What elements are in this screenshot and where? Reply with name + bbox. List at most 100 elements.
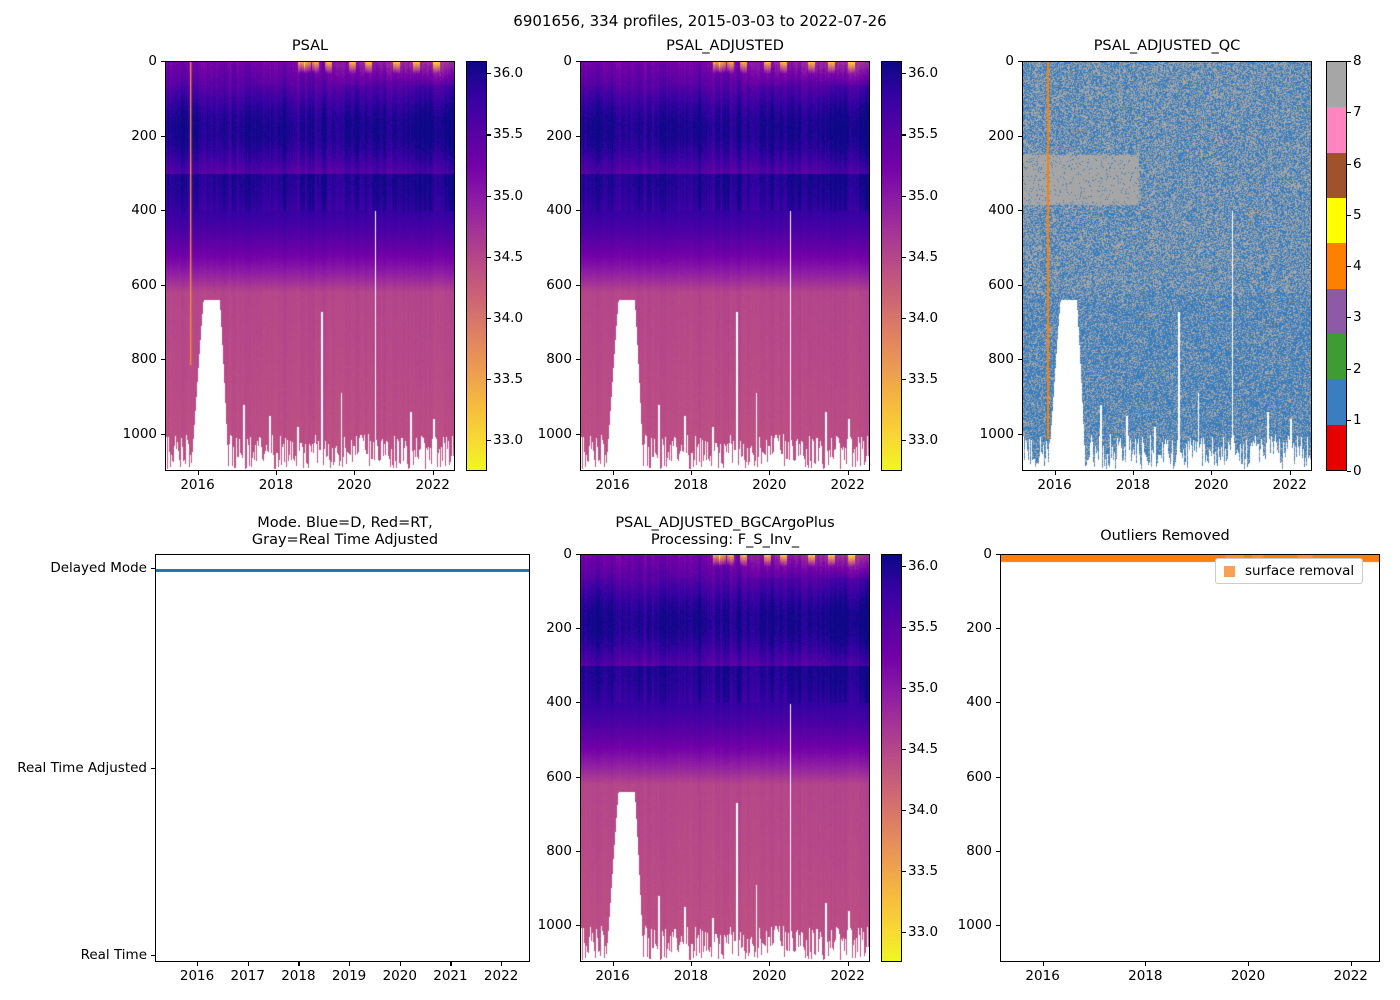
cbtick-label-bgc-35.5: 35.5: [908, 619, 939, 636]
panel-title-psal-adjusted-qc: PSAL_ADJUSTED_QC: [1093, 38, 1241, 54]
ytick-mark-psaladj-0: [575, 61, 580, 63]
panel-bgcargoplus[interactable]: [580, 554, 870, 962]
mode-ytick-label-0: Delayed Mode: [50, 560, 147, 576]
mode-ytick-mark-2: [150, 955, 155, 957]
qc-colorbar-segment-2: [1327, 334, 1346, 380]
panel-psal-adjusted-qc[interactable]: [1022, 61, 1312, 471]
ytick-mark-bgc-600: [575, 776, 580, 778]
cbtick-label-psal-34.5: 34.5: [493, 248, 524, 265]
colorbar-psal: [466, 61, 487, 471]
qc-cbtick-mark-8: [1347, 61, 1351, 63]
qc-cbtick-label-0: 0: [1353, 463, 1362, 479]
ytick-mark-qc-400: [1017, 210, 1022, 212]
xtick-label-bgc-2016: 2016: [595, 968, 630, 984]
xtick-label-psal-2022: 2022: [415, 477, 450, 493]
xtick-label-qc-2020: 2020: [1194, 477, 1229, 493]
delayed-mode-line: [156, 569, 529, 572]
cbtick-label-psaladj-33.0: 33.0: [908, 432, 939, 449]
cbtick-mark-psaladj-36.0: [902, 73, 906, 75]
mode-ytick-label-2: Real Time: [80, 947, 147, 963]
cbtick-mark-bgc-34.5: [902, 748, 906, 750]
xtick-mark-outliers-2018: [1145, 962, 1147, 966]
ytick-mark-psal-800: [160, 359, 165, 361]
ytick-label-outliers-200: 200: [966, 620, 992, 637]
cbtick-label-bgc-33.0: 33.0: [908, 923, 939, 940]
qc-cbtick-mark-5: [1347, 214, 1351, 216]
ytick-mark-qc-600: [1017, 284, 1022, 286]
qc-cbtick-mark-0: [1347, 471, 1351, 473]
ytick-label-bgc-400: 400: [546, 694, 572, 711]
ytick-label-psaladj-400: 400: [546, 202, 572, 219]
legend-label-surface-removal: surface removal: [1245, 563, 1355, 579]
ytick-mark-psaladj-600: [575, 284, 580, 286]
ytick-label-psaladj-1000: 1000: [537, 425, 572, 442]
cbtick-mark-psaladj-33.0: [902, 440, 906, 442]
ytick-mark-psaladj-800: [575, 359, 580, 361]
ytick-label-outliers-600: 600: [966, 768, 992, 785]
ytick-mark-outliers-800: [995, 850, 1000, 852]
qc-cbtick-label-6: 6: [1353, 155, 1362, 172]
xtick-mark-mode-2016: [197, 962, 199, 966]
ytick-label-psal-200: 200: [131, 127, 157, 144]
legend-outliers[interactable]: surface removal: [1215, 558, 1364, 584]
xtick-label-bgc-2018: 2018: [673, 968, 709, 984]
cbtick-mark-psaladj-35.0: [902, 195, 906, 197]
panel-mode[interactable]: [155, 554, 530, 962]
ytick-label-outliers-400: 400: [966, 694, 992, 711]
ytick-label-qc-800: 800: [988, 351, 1014, 368]
colorbar-bgcargoplus: [881, 554, 902, 962]
xtick-mark-psal-2018: [275, 471, 277, 475]
xtick-mark-psaladj-2020: [769, 471, 771, 475]
qc-colorbar-segment-5: [1327, 198, 1346, 244]
ytick-label-bgc-1000: 1000: [537, 916, 572, 933]
panel-title-psal-adjusted: PSAL_ADJUSTED: [666, 38, 784, 54]
ytick-label-qc-600: 600: [988, 276, 1014, 293]
cbtick-mark-bgc-33.5: [902, 870, 906, 872]
surface-removal-swatch: [1224, 565, 1235, 577]
cbtick-mark-psaladj-35.5: [902, 134, 906, 136]
xtick-mark-bgc-2020: [769, 962, 771, 966]
ytick-label-psal-600: 600: [131, 276, 157, 293]
cbtick-mark-psal-35.0: [487, 195, 491, 197]
ytick-label-psaladj-800: 800: [546, 351, 572, 368]
xtick-mark-mode-2020: [399, 962, 401, 966]
ytick-mark-psaladj-200: [575, 135, 580, 137]
qc-colorbar-segment-1: [1327, 379, 1346, 425]
cbtick-label-psal-35.0: 35.0: [493, 187, 524, 204]
xtick-mark-psaladj-2016: [612, 471, 614, 475]
xtick-label-psaladj-2022: 2022: [830, 477, 865, 493]
ytick-mark-qc-800: [1017, 359, 1022, 361]
ytick-label-qc-1000: 1000: [979, 425, 1014, 442]
cbtick-label-psaladj-34.5: 34.5: [908, 248, 939, 265]
cbtick-label-psal-36.0: 36.0: [493, 65, 524, 82]
panel-psal[interactable]: [165, 61, 455, 471]
ytick-mark-qc-0: [1017, 61, 1022, 63]
colorbar-psal-adjusted: [881, 61, 902, 471]
qc-cbtick-mark-6: [1347, 163, 1351, 165]
mode-ytick-mark-1: [150, 768, 155, 770]
ytick-mark-outliers-200: [995, 628, 1000, 630]
ytick-label-bgc-600: 600: [546, 768, 572, 785]
panel-psal-adjusted[interactable]: [580, 61, 870, 471]
cbtick-label-bgc-35.0: 35.0: [908, 679, 939, 696]
ytick-mark-psaladj-400: [575, 210, 580, 212]
xtick-label-outliers-2016: 2016: [1025, 968, 1060, 984]
qc-cbtick-label-4: 4: [1353, 258, 1362, 274]
cbtick-mark-psal-33.5: [487, 379, 491, 381]
cbtick-label-psal-34.0: 34.0: [493, 310, 524, 326]
ytick-mark-outliers-1000: [995, 924, 1000, 926]
xtick-label-psaladj-2016: 2016: [595, 477, 630, 493]
ytick-mark-bgc-400: [575, 702, 580, 704]
ytick-mark-psal-1000: [160, 433, 165, 435]
cbtick-mark-bgc-33.0: [902, 931, 906, 933]
qc-colorbar-segment-8: [1327, 62, 1346, 108]
ytick-mark-qc-1000: [1017, 433, 1022, 435]
panel-outliers[interactable]: [1000, 554, 1380, 962]
xtick-label-psaladj-2020: 2020: [752, 477, 787, 493]
ytick-label-psal-0: 0: [148, 53, 157, 69]
panel-title-bgcargoplus: PSAL_ADJUSTED_BGCArgoPlus Processing: F_…: [560, 515, 890, 549]
panel-title-outliers: Outliers Removed: [1100, 528, 1230, 544]
xtick-label-outliers-2018: 2018: [1128, 968, 1163, 984]
xtick-mark-mode-2021: [450, 962, 452, 966]
